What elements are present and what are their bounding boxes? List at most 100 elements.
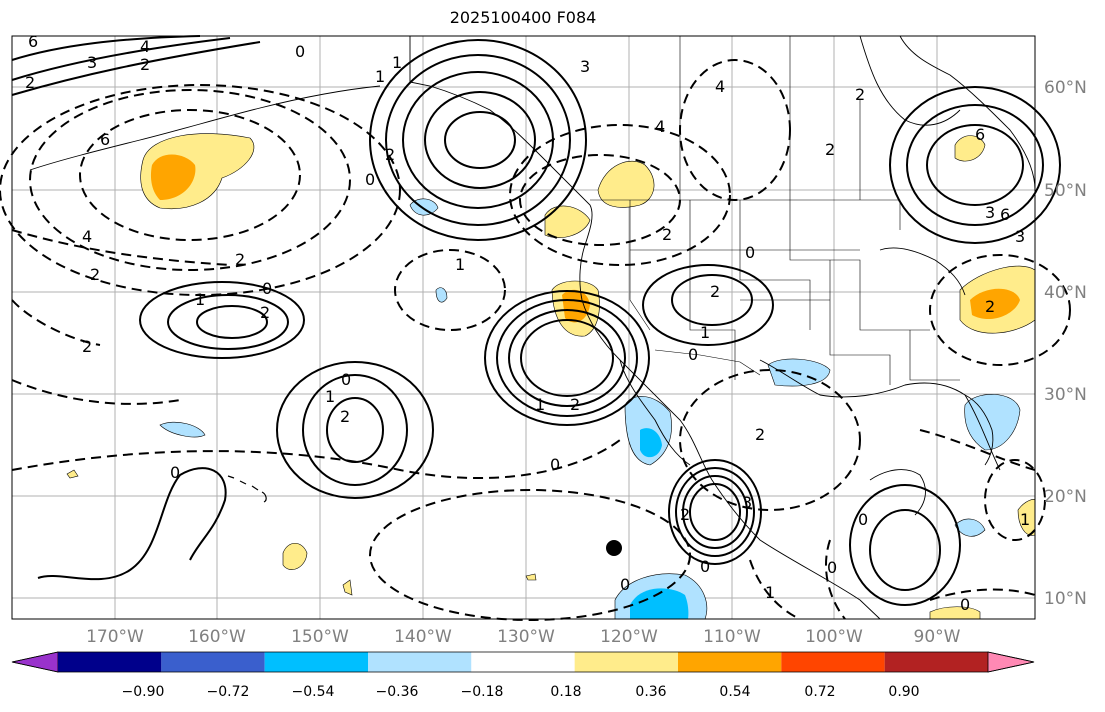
svg-text:2: 2: [25, 73, 35, 92]
svg-text:0: 0: [295, 42, 305, 61]
svg-text:20°N: 20°N: [1044, 487, 1087, 507]
graticule: [12, 36, 1035, 619]
colorbar-extend-low: [11, 651, 59, 673]
svg-text:120°W: 120°W: [600, 627, 658, 647]
colorbar-segment: [678, 652, 782, 672]
coast-canada-east: [899, 35, 1036, 191]
fill-positive-small3: [342, 579, 353, 596]
map-title: 2025100400 F084: [449, 8, 597, 27]
coast-aleutians: [29, 85, 381, 171]
svg-text:140°W: 140°W: [394, 627, 452, 647]
svg-text:0: 0: [688, 345, 698, 364]
svg-text:4: 4: [82, 227, 92, 246]
svg-text:0.36: 0.36: [635, 684, 666, 700]
svg-text:−0.36: −0.36: [376, 684, 419, 700]
colorbar-segment: [58, 652, 162, 672]
svg-text:2: 2: [662, 225, 672, 244]
svg-text:3: 3: [742, 493, 752, 512]
svg-text:2: 2: [340, 407, 350, 426]
svg-text:100°W: 100°W: [805, 627, 863, 647]
border-states-4: [789, 200, 930, 331]
svg-text:6: 6: [1000, 205, 1010, 224]
svg-text:3: 3: [985, 203, 995, 222]
border-states-2: [689, 200, 736, 380]
svg-text:30°N: 30°N: [1044, 385, 1087, 405]
svg-text:170°W: 170°W: [86, 627, 144, 647]
svg-text:2: 2: [680, 505, 690, 524]
colorbar-segment: [884, 652, 988, 672]
fill-negative-small2: [954, 518, 986, 537]
svg-text:−0.90: −0.90: [122, 684, 165, 700]
border-us-mexico: [654, 349, 761, 376]
coast-yucatan: [869, 469, 926, 516]
svg-text:160°W: 160°W: [188, 627, 246, 647]
svg-text:0.72: 0.72: [804, 684, 835, 700]
coast-westus: [579, 244, 881, 620]
colorbar-segment: [471, 652, 575, 672]
hawaii: [227, 475, 267, 503]
fill-positive-small6: [929, 606, 981, 620]
border-states-1: [629, 200, 651, 331]
svg-text:0: 0: [745, 243, 755, 262]
svg-text:0: 0: [620, 575, 630, 594]
svg-text:0.90: 0.90: [888, 684, 919, 700]
colorbar-extend-high: [987, 651, 1035, 673]
colorbar-labels: −0.90 −0.72 −0.54 −0.36 −0.18 0.18 0.36 …: [122, 684, 920, 700]
svg-text:2: 2: [570, 395, 580, 414]
fill-negative-small1: [159, 421, 206, 438]
svg-text:1: 1: [325, 387, 335, 406]
svg-text:−0.54: −0.54: [292, 684, 335, 700]
fill-negative-gulf: [964, 394, 1021, 451]
svg-text:0: 0: [262, 279, 272, 298]
svg-text:2: 2: [755, 425, 765, 444]
coast-greatlakes: [879, 247, 966, 296]
colorbar-segment: [574, 652, 678, 672]
svg-text:0.54: 0.54: [719, 684, 750, 700]
svg-text:3: 3: [580, 57, 590, 76]
svg-text:50°N: 50°N: [1044, 181, 1087, 201]
fill-positive-small5: [525, 573, 537, 581]
svg-text:60°N: 60°N: [1044, 78, 1087, 98]
svg-text:0: 0: [858, 510, 868, 529]
svg-text:2: 2: [825, 140, 835, 159]
svg-text:1: 1: [1020, 510, 1030, 529]
svg-text:4: 4: [655, 117, 665, 136]
svg-text:6: 6: [100, 130, 110, 149]
fill-negative-baja-core: [640, 428, 662, 458]
fill-positive-hudson: [954, 135, 986, 162]
svg-text:150°W: 150°W: [291, 627, 349, 647]
colorbar-segment: [368, 652, 472, 672]
svg-text:90°W: 90°W: [914, 627, 961, 647]
svg-text:2: 2: [90, 265, 100, 284]
border-states-5: [829, 260, 891, 385]
dashed-contours: [0, 59, 1071, 621]
coast-baja: [619, 359, 691, 466]
svg-text:2: 2: [82, 337, 92, 356]
fill-positive-ne-core: [970, 288, 1020, 320]
svg-text:1: 1: [535, 395, 545, 414]
svg-text:2: 2: [985, 297, 995, 316]
svg-text:6: 6: [28, 32, 38, 51]
fill-positive-bc: [597, 160, 655, 208]
colorbar: [11, 651, 1035, 673]
svg-text:2: 2: [235, 250, 245, 269]
colorbar-segment: [264, 652, 368, 672]
longitude-labels: 170°W 160°W 150°W 140°W 130°W 120°W 110°…: [86, 627, 961, 647]
svg-text:2: 2: [855, 85, 865, 104]
svg-text:0: 0: [550, 455, 560, 474]
svg-text:2: 2: [385, 145, 395, 164]
shaded-fills: [66, 133, 1036, 620]
svg-text:0: 0: [827, 558, 837, 577]
coast-gulf: [759, 359, 1001, 471]
svg-text:1: 1: [765, 583, 775, 602]
svg-text:−0.18: −0.18: [461, 684, 504, 700]
svg-text:0: 0: [170, 463, 180, 482]
svg-text:−0.72: −0.72: [207, 684, 250, 700]
coast-florida: [964, 394, 994, 466]
map-frame: [11, 35, 1036, 620]
svg-text:6: 6: [975, 125, 985, 144]
colorbar-segment: [161, 652, 265, 672]
svg-text:0: 0: [365, 170, 375, 189]
svg-text:1: 1: [195, 290, 205, 309]
